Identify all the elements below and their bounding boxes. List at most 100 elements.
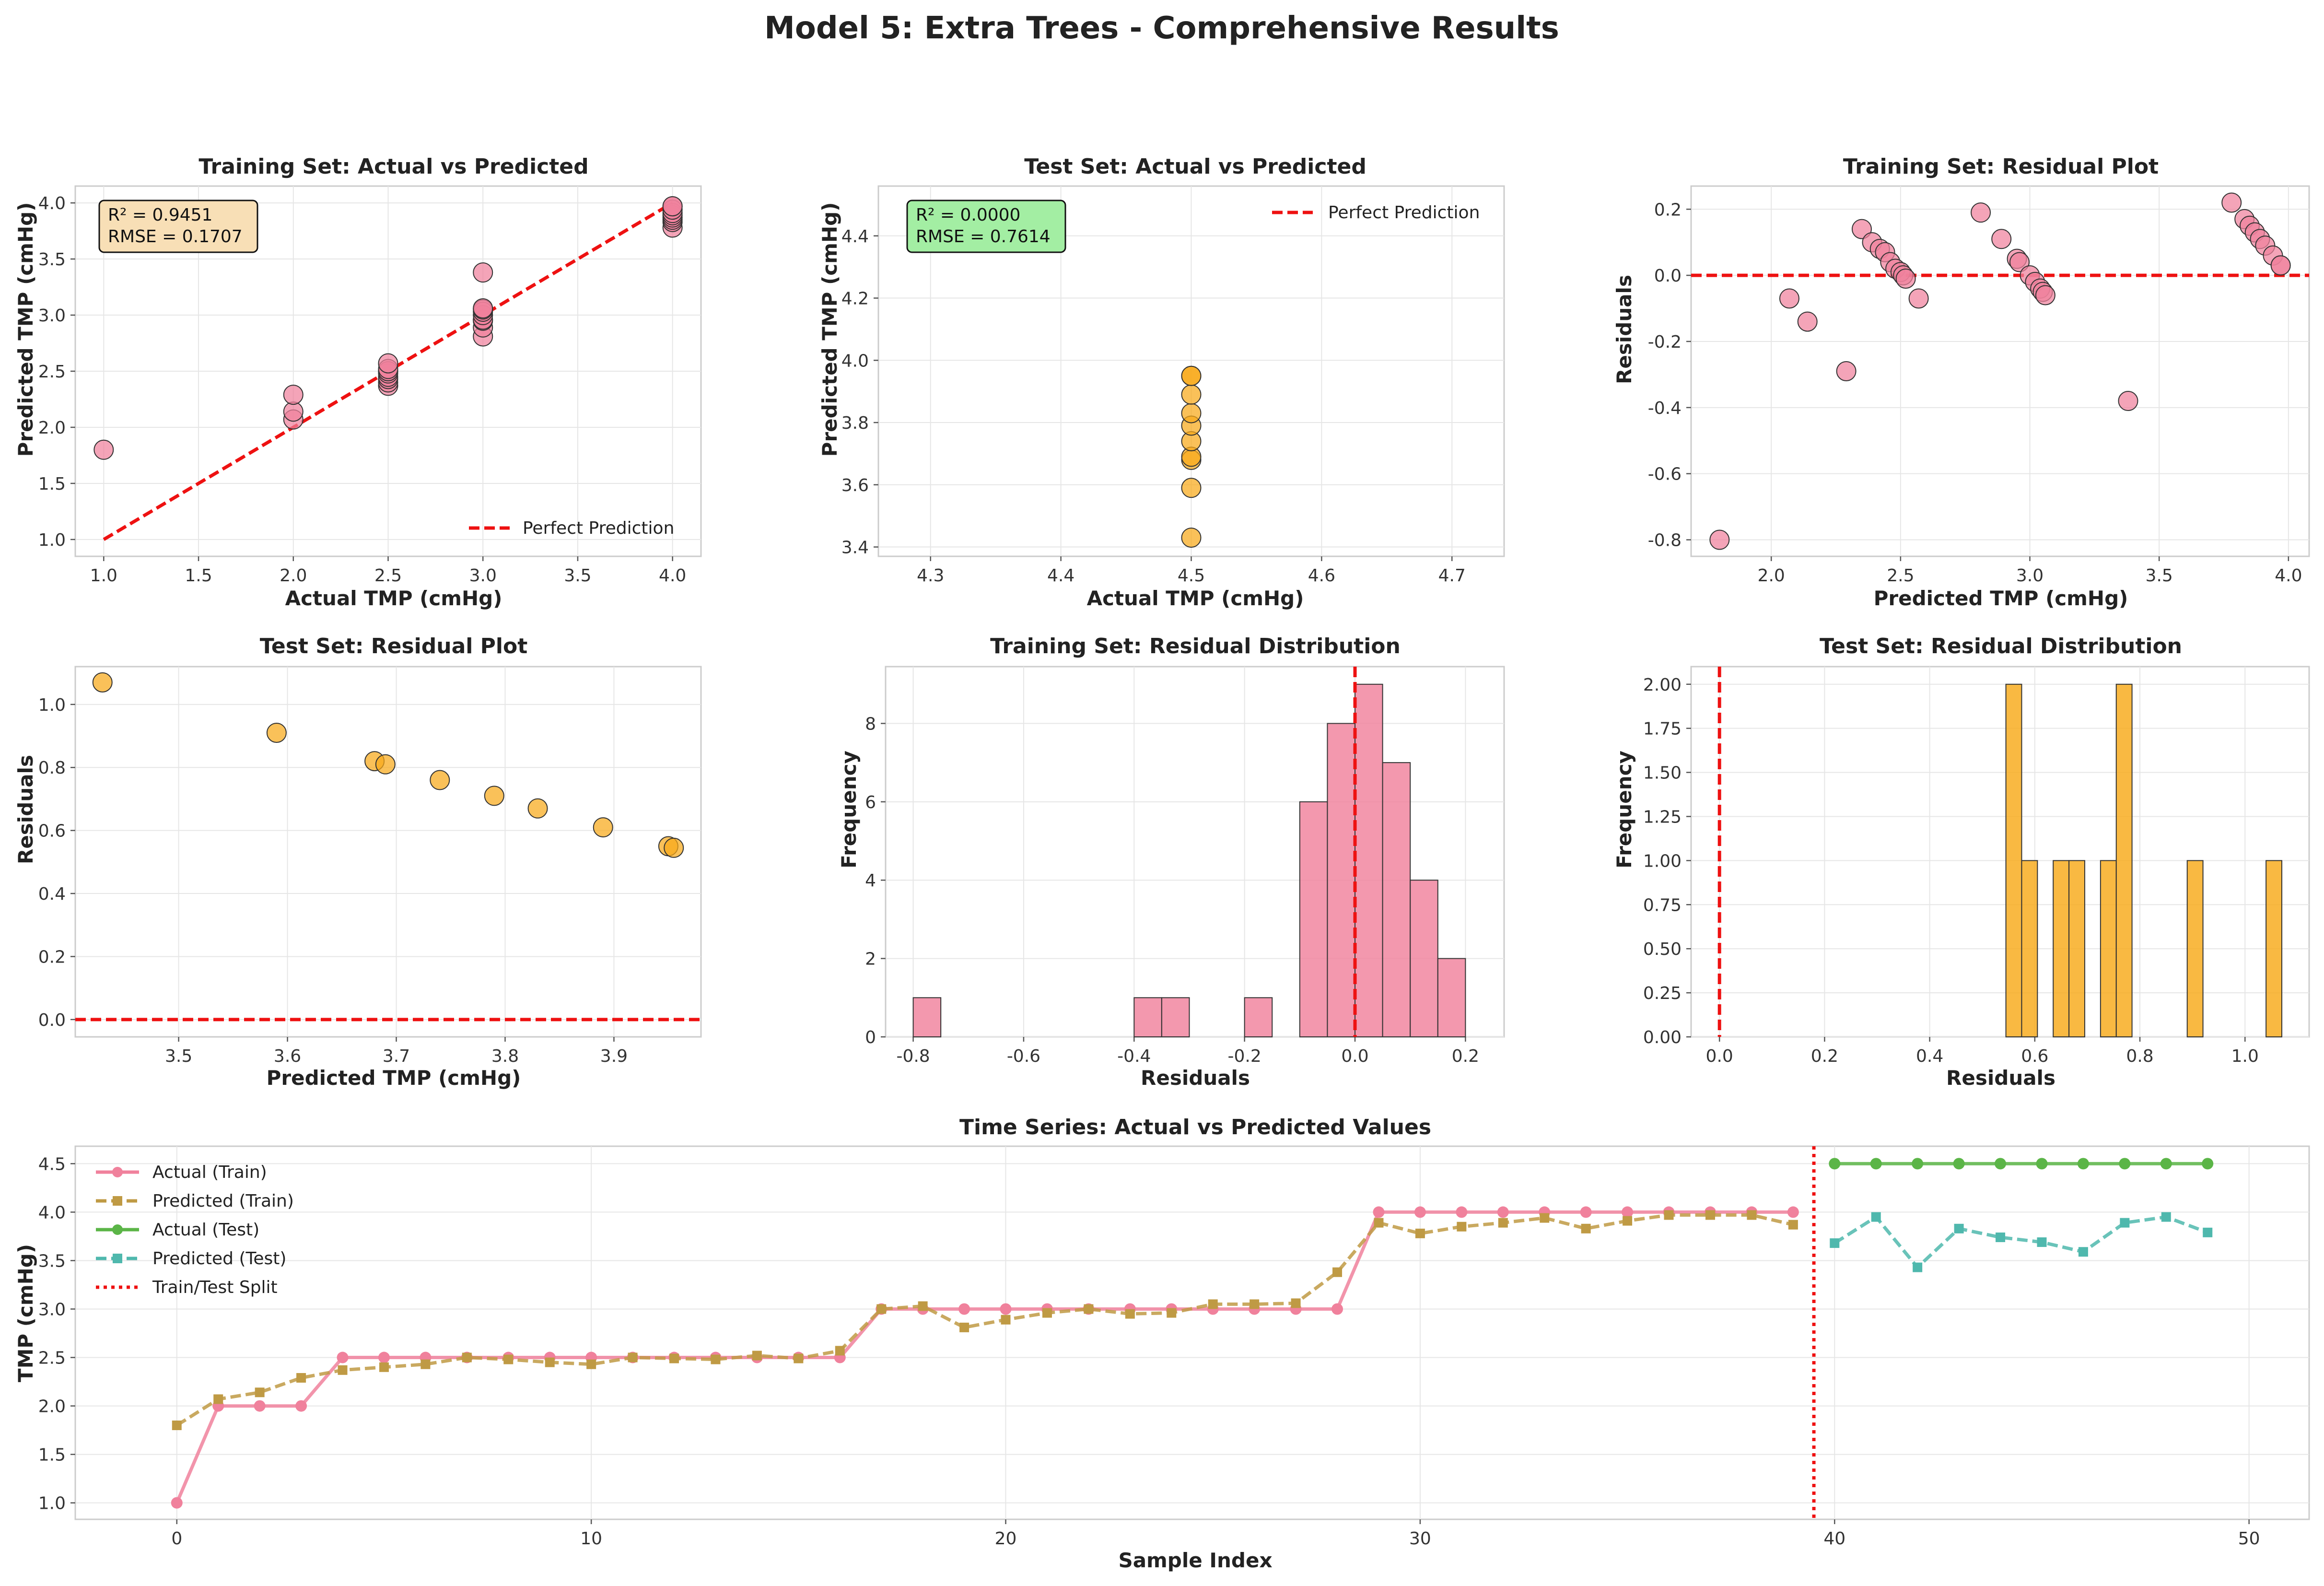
p6-xtick-label: 0.0 xyxy=(1706,1046,1733,1066)
p4-point xyxy=(92,672,113,693)
p6-xtick-label: 1.0 xyxy=(2231,1046,2259,1066)
p2-points xyxy=(1181,365,1202,548)
p1-ytick-label: 3.5 xyxy=(38,250,66,270)
p1-xtick-label: 1.5 xyxy=(185,566,212,586)
p7-marker-predicted-train xyxy=(462,1352,472,1363)
p1-legend: Perfect Prediction xyxy=(469,518,674,538)
p3-title: Training Set: Residual Plot xyxy=(1843,154,2159,179)
p5-bars xyxy=(912,683,1466,1038)
p7-series-actual-test xyxy=(1829,1158,2214,1170)
p4-xtick-label: 3.7 xyxy=(383,1046,410,1066)
p7-title: Time Series: Actual vs Predicted Values xyxy=(959,1115,1431,1140)
p6-ytick-label: 1.75 xyxy=(1643,719,1682,739)
p2-stat-r2: R² = 0.0000 xyxy=(916,205,1020,225)
p3-point xyxy=(1851,219,1872,239)
p4-point xyxy=(527,798,548,819)
p3-ylabel: Residuals xyxy=(1612,275,1636,384)
p3-point xyxy=(1908,288,1929,309)
p1-ytick-label: 4.0 xyxy=(38,194,66,213)
p5-ylabel: Frequency xyxy=(837,751,861,869)
p7-xtick-label: 10 xyxy=(580,1529,602,1549)
p1-legend-label: Perfect Prediction xyxy=(523,518,674,538)
p7-marker-predicted-test xyxy=(1996,1232,2006,1242)
p3-ytick-label: 0.0 xyxy=(1654,266,1682,286)
p5-ytick-label: 2 xyxy=(865,950,876,969)
p6-ytick-label: 1.00 xyxy=(1643,851,1682,871)
p7-marker-predicted-train xyxy=(959,1322,969,1332)
p7-marker-actual-test xyxy=(1829,1158,1841,1170)
p6-axes: 0.0 0.2 0.4 0.6 0.8 1.0 0.00 0.25 0.50 0.75 1.00 1.… xyxy=(1643,666,2310,1066)
p5-bar xyxy=(1133,997,1162,1038)
p3-axes: 2.0 2.5 3.0 3.5 4.0 -0.8 -0.6 -0.4 -0.2 0.0 0.2 xyxy=(1648,185,2310,586)
p7-marker-predicted-train xyxy=(1415,1228,1425,1238)
p7-marker-actual-train xyxy=(1622,1206,1634,1218)
p5-bar xyxy=(1410,880,1438,1038)
p3-xtick-label: 3.0 xyxy=(2016,566,2044,586)
p5-bar xyxy=(1299,801,1328,1038)
p2-ytick-label: 4.2 xyxy=(841,289,869,309)
p6-xtick-label: 0.2 xyxy=(1811,1046,1838,1066)
p7-ytick-label: 2.0 xyxy=(38,1397,66,1417)
p6-xtick-label: 0.4 xyxy=(1916,1046,1943,1066)
p7-marker-predicted-train xyxy=(876,1304,887,1314)
p5-ytick-label: 4 xyxy=(865,871,876,891)
p7-marker-actual-train xyxy=(1497,1206,1509,1218)
p4-xtick-label: 3.6 xyxy=(274,1046,301,1066)
p7-line-actual-train xyxy=(175,1210,1793,1504)
p6-ytick-label: 0.25 xyxy=(1643,984,1682,1003)
p7-marker-actual-test xyxy=(1870,1158,1882,1170)
p7-marker-predicted-train xyxy=(752,1351,762,1361)
p7-xtick-label: 50 xyxy=(2238,1529,2260,1549)
p7-marker-predicted-train xyxy=(1167,1308,1177,1318)
p4-ytick-label: 0.2 xyxy=(38,947,66,967)
p4-point xyxy=(266,722,287,743)
p7-marker-actual-train xyxy=(337,1351,349,1363)
p7-marker-predicted-train xyxy=(1042,1308,1052,1318)
p7-legend-label-predicted-test: Predicted (Test) xyxy=(152,1249,286,1269)
p7-marker-predicted-test xyxy=(2078,1247,2088,1257)
p7-marker-actual-train xyxy=(1000,1303,1012,1315)
p7-marker-predicted-train xyxy=(172,1420,182,1430)
p7-marker-predicted-train xyxy=(1623,1216,1633,1226)
p3-ytick-label: 0.2 xyxy=(1654,200,1682,220)
p7-marker-actual-train xyxy=(1456,1206,1468,1218)
p2-ylabel: Predicted TMP (cmHg) xyxy=(818,202,841,457)
p7-plot-area xyxy=(74,1145,2310,1520)
p7-marker-actual-test xyxy=(2036,1158,2048,1170)
p7-marker-predicted-test xyxy=(2203,1227,2213,1237)
p7-marker-actual-train xyxy=(378,1351,390,1363)
p1-stat-r2: R² = 0.9451 xyxy=(108,205,212,225)
p4-xtick-label: 3.8 xyxy=(491,1046,519,1066)
p5-xtick-label: -0.4 xyxy=(1117,1046,1151,1066)
p3-xtick-label: 3.5 xyxy=(2146,566,2173,586)
p7-marker-actual-train xyxy=(1373,1206,1385,1218)
p7-marker-actual-test xyxy=(2202,1158,2214,1170)
p5-bar xyxy=(1161,997,1190,1038)
p6-ytick-label: 2.00 xyxy=(1643,675,1682,695)
p7-marker-predicted-train xyxy=(794,1353,804,1363)
p7-marker-predicted-train xyxy=(1581,1223,1591,1234)
p7-xlabel: Sample Index xyxy=(1118,1549,1272,1572)
p6-bar xyxy=(2100,860,2117,1038)
p7-marker-predicted-train xyxy=(1457,1222,1467,1232)
p7-legend-marker-predicted-train xyxy=(113,1196,122,1206)
p1-xtick-label: 1.0 xyxy=(90,566,117,586)
p7-legend-marker-actual-train xyxy=(112,1167,123,1177)
p6-ytick-label: 1.25 xyxy=(1643,807,1682,827)
p7-marker-predicted-train xyxy=(1250,1299,1260,1309)
p1-xtick-label: 4.0 xyxy=(659,566,686,586)
p4-point xyxy=(593,817,613,838)
p5-bar xyxy=(1355,683,1383,1038)
p3-point xyxy=(2270,255,2291,276)
p1-xtick-label: 3.0 xyxy=(469,566,497,586)
p1-stats-background xyxy=(98,200,258,253)
p2-ytick-label: 4.0 xyxy=(841,351,869,371)
p7-ytick-label: 1.0 xyxy=(38,1494,66,1514)
p7-marker-actual-train xyxy=(171,1497,183,1509)
p3-point xyxy=(1836,361,1857,381)
p7-series-predicted-test xyxy=(1830,1212,2213,1272)
p4-xtick-label: 3.5 xyxy=(165,1046,192,1066)
p1-xtick-label: 2.5 xyxy=(374,566,402,586)
p6-xlabel: Residuals xyxy=(1946,1066,2055,1090)
p2-point xyxy=(1181,403,1202,423)
